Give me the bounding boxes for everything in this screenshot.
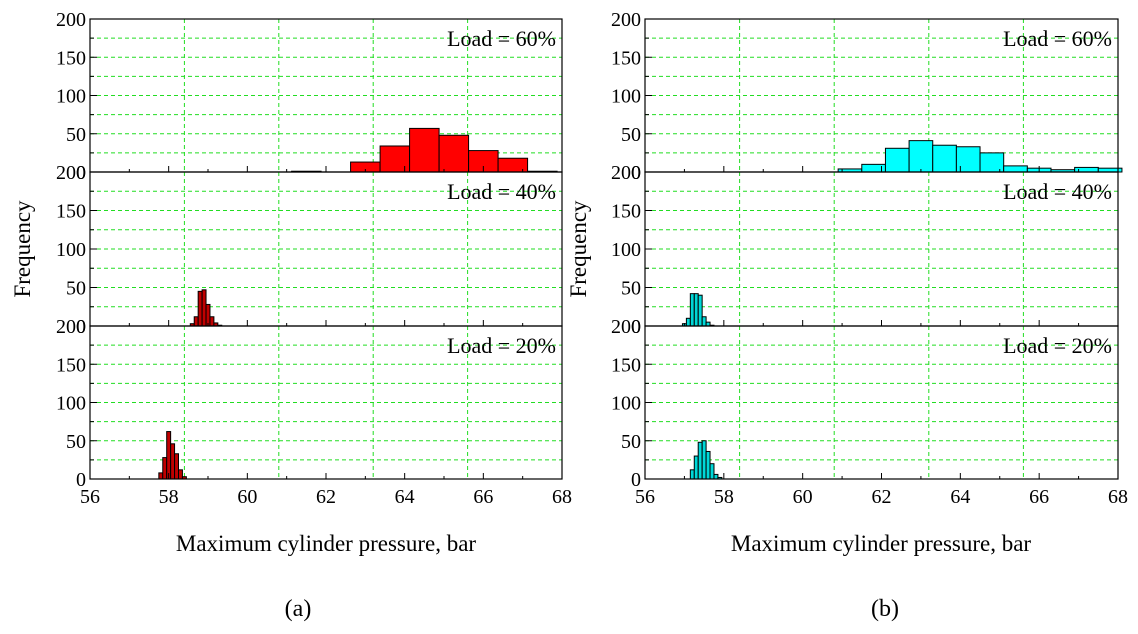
panel-a-subplot-2-y-tick-label: 0 [76,316,86,338]
panel-b-subplot-3-bar [701,440,707,480]
panel-a-subplot-1-y-tick-label: 50 [66,124,86,146]
panel-b-x-tick-label: 68 [1108,486,1128,508]
panel-a-subplot-3-bar [158,472,164,480]
panel-a-subplot-2-bar [205,303,211,327]
panel-b-x-tick-label: 64 [950,486,970,508]
panel-b-x-tick-label: 66 [1029,486,1049,508]
panel-b-x-tick-label: 58 [714,486,734,508]
panel-a-subplot-1-bar [409,127,440,173]
panel-a-subplot-3-y-tick-label: 0 [76,469,86,491]
panel-b-subplot-1-y-tick-label: 200 [611,9,641,31]
panel-a-x-tick-label: 66 [473,486,493,508]
panel-b-caption: (b) [871,596,899,622]
panel-a-subplot-1-y-tick-label: 200 [56,9,86,31]
panel-b-subplot-1-load-label: Load = 60% [1003,26,1112,51]
panel-b-subplot-2-bar [697,294,703,327]
panel-b-x-axis-title: Maximum cylinder pressure, bar [731,531,1032,556]
panel-a-subplot-3-bar [162,457,168,480]
panel-a-subplot-3-y-tick-label: 150 [56,354,86,376]
panel-b-x-tick-label: 62 [872,486,892,508]
panel-a-subplot-2-y-tick-label: 200 [56,162,86,184]
panel-b-subplot-3-load-label: Load = 20% [1003,333,1112,358]
panel-b-subplot-2-bar [689,293,695,327]
panel-a-subplot-2-bar [209,316,215,327]
panel-a-subplot-2-bar [193,316,199,327]
panel-a-subplot-1-y-tick-label: 150 [56,47,86,69]
panel-a-subplot-3-load-label: Load = 20% [447,333,556,358]
panel-a-x-tick-label: 64 [395,486,415,508]
panel-b-subplot-2-bar [701,316,707,327]
panel-b-subplot-1-y-tick-label: 100 [611,86,641,108]
panel-b-subplot-1-y-tick-label: 50 [621,124,641,146]
panel-b-subplot-1-bar [932,144,957,173]
panel-b-subplot-2-y-tick-label: 0 [631,316,641,338]
panel-b-subplot-3-bar [697,441,703,480]
panel-a-subplot-3-y-tick-label: 100 [56,393,86,415]
panel-a-subplot-1-y-tick-label: 100 [56,86,86,108]
panel-a-subplot-1-bar [438,134,470,173]
panel-a-subplot-3-bar [166,431,172,480]
panel-a-x-tick-label: 68 [552,486,572,508]
panel-a-subplot-3-y-tick-label: 50 [66,431,86,453]
panel-a-subplot-2-y-tick-label: 50 [66,278,86,300]
panel-a-subplot-2-bar [197,290,203,327]
panel-b-subplot-3-bar [689,469,695,480]
panel-a-subplot-3-bar [170,443,176,480]
panel-b-subplot-1-bar [908,140,934,173]
panel-b-subplot-2-y-tick-label: 150 [611,201,641,223]
panel-b-subplot-2-y-tick-label: 50 [621,278,641,300]
panel-b-x-tick-label: 56 [635,486,655,508]
panel-b-subplot-2-y-tick-label: 100 [611,239,641,261]
panel-a-subplot-3-y-tick-label: 200 [56,316,86,338]
panel-b-y-axis-title: Frequency [566,200,591,298]
panel-b-subplot-2-bar [693,293,699,327]
panel-a-x-tick-label: 62 [316,486,336,508]
panel-b: (b) Maximum cylinder pressure, bar Frequ… [566,9,1128,622]
panel-a-subplot-1-y-tick-label: 0 [76,162,86,184]
panel-b-subplot-3-y-tick-label: 200 [611,316,641,338]
panel-a-subplot-2-load-label: Load = 40% [447,179,556,204]
panel-b-subplot-3-bar [693,455,699,480]
panel-b-subplot-3-bar [709,463,715,480]
panel-a-x-tick-label: 58 [159,486,179,508]
panel-b-subplot-2-y-tick-label: 200 [611,162,641,184]
panel-a: (a) Maximum cylinder pressure, bar Frequ… [10,9,572,622]
panel-b-subplot-3-bar [705,450,711,480]
panel-b-subplot-3-bar [713,473,719,480]
panel-b-subplot-3-y-tick-label: 150 [611,354,641,376]
panel-b-subplot-2-bar [685,317,691,327]
panel-a-subplot-2-y-tick-label: 100 [56,239,86,261]
panel-a-x-axis-title: Maximum cylinder pressure, bar [176,531,477,556]
panel-b-subplot-1-y-tick-label: 150 [611,47,641,69]
panel-a-x-tick-label: 60 [237,486,257,508]
panel-b-x-tick-label: 60 [793,486,813,508]
panel-a-subplot-3-bar [174,453,179,480]
panel-a-caption: (a) [285,596,312,622]
panel-b-subplot-1-bar [884,147,910,173]
panel-b-subplot-3-y-tick-label: 50 [621,431,641,453]
panel-b-subplot-3-y-tick-label: 100 [611,393,641,415]
panel-b-subplot-1-y-tick-label: 0 [631,162,641,184]
panel-a-subplot-1-load-label: Load = 60% [447,26,556,51]
panel-a-subplot-2-bar [201,289,207,327]
panel-a-x-tick-label: 56 [80,486,100,508]
panel-a-subplot-3-bar [178,469,183,480]
panel-a-y-axis-title: Frequency [10,200,35,298]
panel-a-subplot-2-y-tick-label: 150 [56,201,86,223]
panel-b-subplot-1-bar [1003,165,1028,173]
panel-b-subplot-3-y-tick-label: 0 [631,469,641,491]
panel-b-subplot-2-load-label: Load = 40% [1003,179,1112,204]
